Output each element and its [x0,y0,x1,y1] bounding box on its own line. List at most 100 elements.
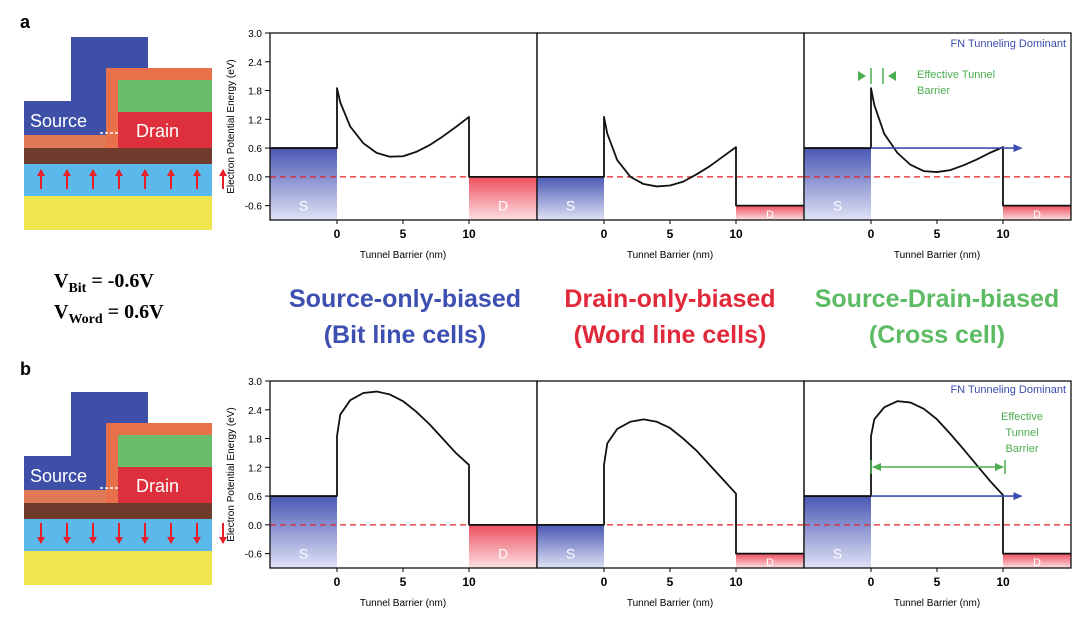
panel-letter-b: b [20,359,31,379]
barrier-arrowhead-left [858,71,866,81]
subplot-frame [803,380,1072,569]
drain-contact-label: D [766,557,774,569]
y-tick-label: 0.6 [248,144,262,155]
band-profile-line [537,418,804,555]
y-tick-label: 1.2 [248,115,262,126]
category-source-drain-line1: Source-Drain-biased [815,285,1060,313]
band-diagram-panel-b: 3.0 2.4 1.8 1.2 0.6 0.0 -0.6 Electron Potential… [226,377,1072,609]
x-tick-label: 0 [868,575,875,589]
y-tick-label: 0.0 [248,173,262,184]
panel-letter-a: a [20,12,31,32]
x-axis-label: Tunnel Barrier (nm) [894,598,980,609]
oxide-side [106,423,118,503]
source-contact-label: S [566,198,575,214]
drain-contact-label: D [1033,209,1041,221]
source-contact-fill [537,176,604,220]
x-tick-label: 5 [934,227,941,241]
y-tick-label: 3.0 [248,377,262,388]
fn-tunneling-label-a: FN Tunneling Dominant [950,38,1066,50]
x-axis-label: Tunnel Barrier (nm) [360,598,446,609]
effective-barrier-label-b-line1: Effective [1001,411,1043,423]
x-tick-label: 0 [868,227,875,241]
drain-contact-fill [736,553,804,568]
y-tick-label: 1.8 [248,87,262,98]
device-schematic-a: Source Drain [24,37,227,230]
annotations-panel-b: FN Tunneling Dominant Effective Tunnel B… [950,384,1066,455]
source-region [24,456,106,490]
y-tick-label: 0.0 [248,521,262,532]
source-contact-fill [270,148,337,220]
y-tick-label: 3.0 [248,29,262,40]
effective-barrier-label-b-line2: Tunnel [1005,427,1038,439]
drain-contact-label: D [766,209,774,221]
x-axis-label: Tunnel Barrier (nm) [894,250,980,261]
drain-contact-label: D [1033,557,1041,569]
band-profile-line [804,400,1071,555]
y-tick-label: 1.2 [248,463,262,474]
x-tick-label: 0 [601,227,608,241]
annotations-panel-a: FN Tunneling Dominant Effective Tunnel B… [858,38,1066,97]
bit-voltage-label: VBit = -0.6V [54,270,154,296]
drain-region [118,112,212,148]
x-tick-label: 10 [729,575,743,589]
source-label: Source [30,111,87,131]
category-source-only-line2: (Bit line cells) [324,321,487,349]
drain-label: Drain [136,121,179,141]
effective-barrier-marker-a [858,68,896,84]
drain-contact-label: D [498,198,508,214]
y-tick-label: -0.6 [245,202,263,213]
substrate-layer [24,196,212,230]
y-axis-label: Electron Potential Energy (eV) [226,407,237,542]
word-voltage-label: VWord = 0.6V [54,301,164,327]
source-contact-fill [270,496,337,568]
band-profile-line [804,87,1071,207]
band-profile-line [270,87,537,178]
y-tick-label: 0.6 [248,492,262,503]
green-layer [118,435,212,467]
x-axis-label: Tunnel Barrier (nm) [360,250,446,261]
effective-barrier-label-a-line2: Barrier [917,85,950,97]
x-axis-label: Tunnel Barrier (nm) [627,250,713,261]
x-tick-label: 0 [334,227,341,241]
x-tick-label: 0 [334,575,341,589]
effective-barrier-label-a-line1: Effective Tunnel [917,69,995,81]
source-label: Source [30,466,87,486]
source-contact-fill [804,148,871,220]
category-source-only-line1: Source-only-biased [289,285,521,313]
source-region [24,101,106,135]
x-tick-label: 5 [667,227,674,241]
y-tick-label: 2.4 [248,406,262,417]
drain-contact-fill [469,524,537,568]
source-contact-label: S [299,546,308,562]
source-contact-label: S [566,546,575,562]
band-profile-line [537,116,804,207]
substrate-layer [24,551,212,585]
channel-layer [24,490,106,503]
x-tick-label: 10 [996,575,1010,589]
drain-label: Drain [136,476,179,496]
x-tick-label: 5 [667,575,674,589]
x-tick-label: 10 [729,227,743,241]
source-contact-fill [804,496,871,568]
source-contact-label: S [299,198,308,214]
source-contact-label: S [833,198,842,214]
subplot-frame [803,32,1072,221]
channel-layer [24,135,106,148]
trap-layer [24,148,212,164]
x-tick-label: 10 [462,227,476,241]
drain-contact-fill [736,205,804,220]
y-tick-label: 2.4 [248,58,262,69]
x-tick-label: 5 [934,575,941,589]
x-tick-label: 5 [400,227,407,241]
y-tick-label: 1.8 [248,435,262,446]
y-tick-label: -0.6 [245,550,263,561]
source-contact-label: S [833,546,842,562]
x-tick-label: 10 [462,575,476,589]
drain-contact-fill [469,176,537,220]
drain-region [118,467,212,503]
category-source-drain-line2: (Cross cell) [869,321,1005,349]
band-profile-line [270,390,537,526]
drain-contact-label: D [498,546,508,562]
x-tick-label: 0 [601,575,608,589]
